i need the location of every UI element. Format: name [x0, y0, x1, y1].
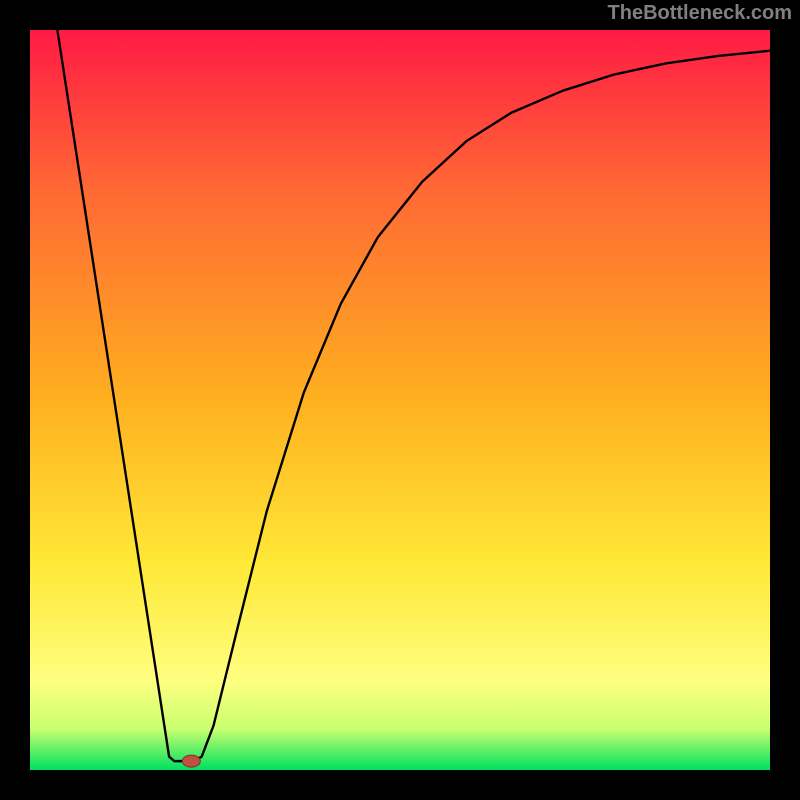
plot-svg	[0, 0, 800, 800]
plot-background	[30, 30, 770, 770]
curve-min-marker	[182, 755, 200, 767]
chart-frame: TheBottleneck.com	[0, 0, 800, 800]
watermark-text: TheBottleneck.com	[608, 2, 792, 25]
